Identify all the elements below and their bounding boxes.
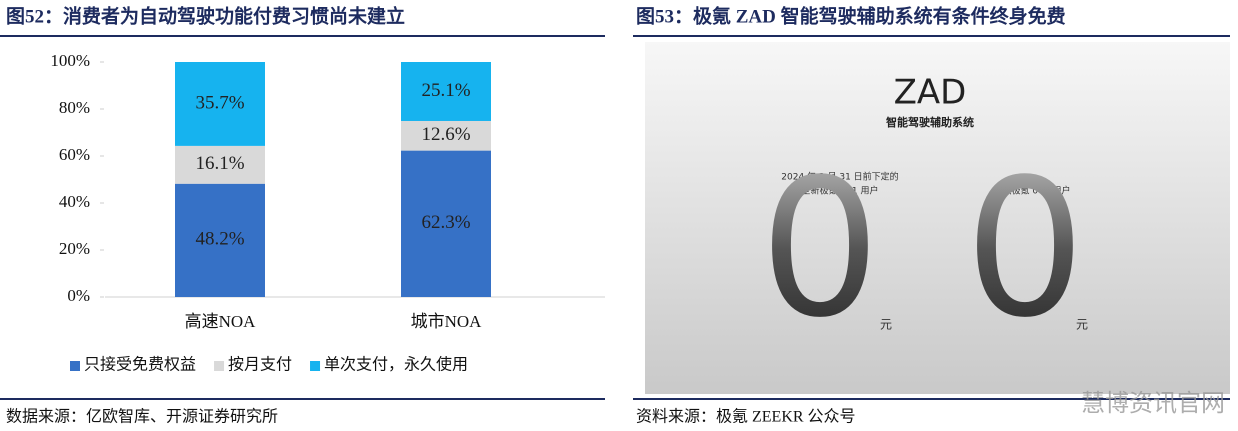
chart-title: 图52：消费者为自动驾驶功能付费习惯尚未建立	[6, 4, 405, 27]
legend-label: 单次支付，永久使用	[324, 356, 468, 374]
source: 资料来源：极氪 ZEEKR 公众号	[636, 408, 856, 426]
y-tick-label: 100%	[50, 51, 90, 70]
offer-price: 0	[760, 138, 881, 359]
bar-segment	[175, 183, 265, 297]
legend-swatch	[214, 361, 225, 371]
x-tick-label: 城市NOA	[411, 312, 483, 331]
legend-swatch	[310, 361, 321, 371]
data-label: 62.3%	[421, 212, 470, 233]
promo-image	[645, 42, 1230, 394]
panel-title: 图53：极氪 ZAD 智能驾驶辅助系统有条件终身免费	[636, 4, 1066, 27]
y-tick-label: 80%	[59, 98, 90, 117]
y-tick-label: 60%	[59, 145, 90, 164]
offer-note: 2024 年 3 月 31 日前下定的	[781, 171, 898, 183]
offer-note: 现款极氪 001 用户	[994, 185, 1071, 197]
legend-swatch	[70, 361, 80, 371]
bar-segment	[401, 150, 491, 297]
bar-segment	[175, 145, 265, 184]
y-tick-label: 40%	[59, 192, 90, 211]
source: 数据来源：亿欧智库、开源证券研究所	[6, 408, 278, 426]
bar-segment	[175, 62, 265, 146]
data-label: 48.2%	[195, 229, 244, 250]
offer-unit: 元	[1076, 318, 1088, 332]
offer-price: 0	[965, 138, 1086, 359]
bar-segment	[401, 62, 491, 121]
x-tick-label: 高速NOA	[185, 312, 257, 331]
data-label: 25.1%	[421, 80, 470, 101]
data-label: 16.1%	[195, 153, 244, 174]
offer-unit: 元	[880, 318, 892, 332]
legend-label: 只接受免费权益	[84, 356, 196, 374]
promo-subheading: 智能驾驶辅助系统	[886, 115, 974, 129]
bar-segment	[401, 120, 491, 151]
offer-note: 全新极氪 001 用户	[802, 185, 879, 197]
promo-heading: ZAD	[894, 73, 967, 113]
y-tick-label: 0%	[67, 286, 90, 305]
data-label: 12.6%	[421, 124, 470, 145]
watermark: 慧博资讯官网	[1081, 389, 1225, 417]
y-tick-label: 20%	[59, 239, 90, 258]
legend-label: 按月支付	[228, 356, 292, 374]
data-label: 35.7%	[195, 92, 244, 113]
